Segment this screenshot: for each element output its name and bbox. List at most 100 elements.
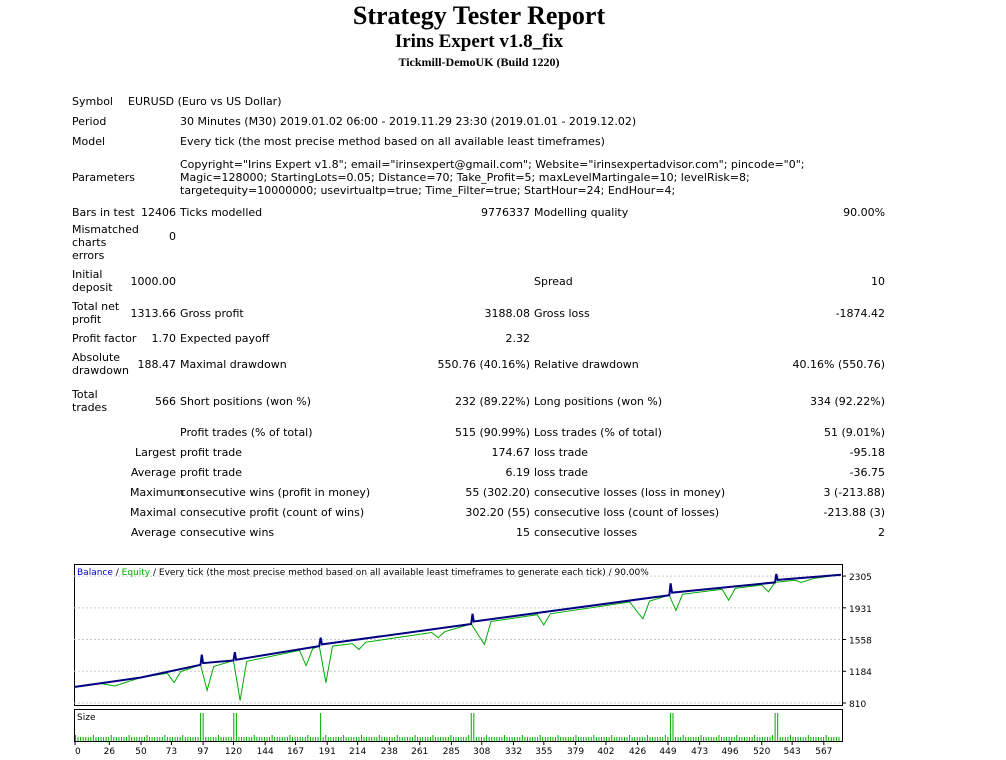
size-bar	[468, 735, 470, 741]
size-bar	[692, 737, 694, 741]
size-bar	[378, 735, 380, 741]
x-tick-label: 238	[381, 747, 398, 757]
size-bar	[327, 737, 329, 741]
size-bar	[389, 737, 391, 741]
size-bar	[343, 735, 345, 741]
size-bar	[368, 737, 370, 741]
size-bar	[669, 713, 671, 741]
average-loss-label: loss trade	[534, 465, 589, 479]
size-bar	[332, 737, 334, 741]
size-bar	[649, 737, 651, 741]
size-bar	[708, 737, 710, 741]
size-bar	[733, 737, 735, 741]
size-bar	[353, 737, 355, 741]
size-bar	[164, 735, 166, 741]
size-bar	[87, 737, 89, 741]
size-bar	[629, 735, 631, 741]
x-tick-label: 543	[784, 747, 801, 757]
expert-name: Irins Expert v1.8_fix	[394, 31, 564, 52]
x-tick-label: 50	[135, 747, 147, 757]
size-bar	[641, 737, 643, 741]
parameters-value: Copyright="Irins Expert v1.8"; email="ir…	[180, 157, 805, 197]
size-bar	[458, 737, 459, 741]
size-bar	[450, 735, 452, 741]
size-bar	[294, 737, 296, 741]
report-title: Strategy Tester Report	[352, 1, 606, 30]
size-bar	[833, 737, 835, 741]
size-bar	[539, 735, 541, 741]
maximal-cons-profit-label: consecutive profit (count of wins)	[180, 505, 365, 519]
size-bar	[662, 737, 664, 741]
size-bar	[187, 737, 189, 741]
size-bar	[422, 737, 424, 741]
y-tick-label: 1558	[849, 636, 872, 646]
size-bar	[396, 735, 398, 741]
size-bar	[680, 737, 682, 741]
size-bar	[690, 737, 692, 741]
size-bar	[514, 737, 516, 741]
size-bar	[417, 737, 419, 741]
size-bar	[465, 737, 467, 741]
deposit-label: Initial deposit	[72, 268, 113, 294]
size-bar	[179, 737, 181, 741]
trades-label: Total trades	[72, 388, 108, 414]
size-bar	[547, 737, 549, 741]
chart-legend: Balance / Equity / Every tick (the most …	[77, 568, 649, 578]
size-bar	[715, 737, 717, 741]
x-axis: 0 26 50 73 97 120 144 167 191 214 238 261 285 308 332 3…	[74, 742, 832, 757]
quality-value: 90.00%	[843, 205, 886, 219]
legend-description: / Every tick (the most precise method ba…	[150, 568, 649, 578]
size-bar	[197, 737, 199, 741]
size-bar	[506, 737, 508, 741]
size-bar	[532, 737, 534, 741]
size-bar	[381, 737, 383, 741]
spread-value: 10	[871, 274, 886, 288]
size-bar	[738, 737, 740, 741]
size-bar	[172, 737, 174, 741]
net-value: 1313.66	[130, 306, 177, 320]
size-bar	[424, 737, 426, 741]
gross-profit-label: Gross profit	[180, 306, 244, 320]
size-bar	[549, 737, 551, 741]
size-bar	[710, 737, 712, 741]
profit-trades-value: 515 (90.99%)	[454, 425, 530, 439]
size-bar	[838, 737, 840, 741]
x-tick-label: 120	[225, 747, 242, 757]
size-chart: Size 0 26 50 73 97 120 144 167 191 214 238 261 285 30…	[74, 709, 843, 757]
size-bar	[279, 737, 281, 741]
size-bar	[399, 737, 401, 741]
size-bar	[759, 737, 761, 741]
size-bar	[233, 713, 235, 741]
size-bar	[103, 737, 105, 741]
size-bar	[97, 737, 99, 741]
size-bar	[805, 737, 807, 741]
size-bar	[713, 737, 715, 741]
rel-dd-label: Relative drawdown	[534, 357, 639, 371]
size-bar	[736, 735, 738, 741]
size-bar	[404, 737, 406, 741]
gross-profit-value: 3188.08	[484, 306, 531, 320]
ticks-value: 9776337	[481, 205, 530, 219]
size-bar	[337, 737, 339, 741]
size-bar	[593, 735, 595, 741]
size-bar	[205, 737, 207, 741]
average-loss-value: -36.75	[849, 465, 886, 479]
average-label: Average	[130, 465, 176, 479]
size-bar	[677, 737, 679, 741]
x-tick-label: 402	[597, 747, 614, 757]
long-label: Long positions (won %)	[534, 394, 663, 408]
size-bar	[414, 735, 416, 741]
size-bar	[646, 735, 648, 741]
size-bar	[432, 735, 434, 741]
size-bar	[383, 737, 385, 741]
size-bar	[555, 737, 557, 741]
abs-dd-value: 188.47	[137, 357, 177, 371]
size-bar	[325, 735, 327, 741]
size-bar	[626, 737, 628, 741]
size-label: Size	[77, 713, 96, 723]
largest-loss-label: loss trade	[534, 445, 589, 459]
size-bar	[348, 737, 350, 741]
size-bar	[751, 737, 753, 741]
size-bar	[266, 737, 268, 741]
size-bar	[263, 737, 265, 741]
